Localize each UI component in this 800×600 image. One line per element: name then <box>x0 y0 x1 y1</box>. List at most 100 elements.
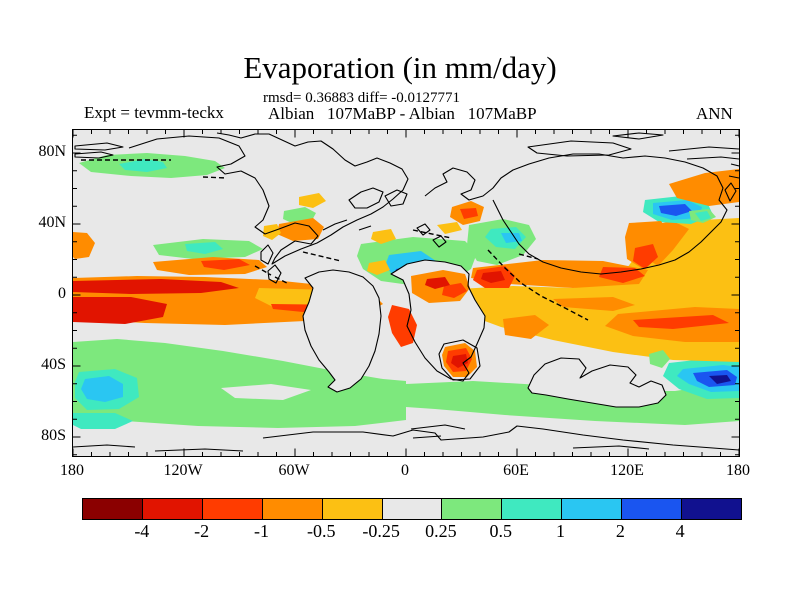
coastline <box>432 235 447 248</box>
lat-axis-label: 80S <box>41 427 66 444</box>
coastline <box>390 259 486 382</box>
anomaly-region <box>503 315 549 339</box>
coastline <box>74 151 114 159</box>
coastline <box>410 424 466 430</box>
anomaly-region <box>73 279 239 294</box>
anomaly-region <box>367 260 390 275</box>
coastline <box>358 225 372 231</box>
coastline <box>72 444 136 448</box>
coastline <box>686 156 740 160</box>
colorbar-tick-label: -4 <box>134 521 150 541</box>
coastline <box>262 425 740 451</box>
colorbar-segment <box>83 499 142 519</box>
anomaly-region <box>185 242 223 254</box>
anomaly-region <box>73 413 133 429</box>
colorbar-segment <box>561 499 622 519</box>
anomaly-region <box>277 218 324 241</box>
colorbar-segment <box>381 499 442 519</box>
zero-contour-dashed <box>202 176 228 179</box>
anomaly-region <box>442 283 467 298</box>
anomaly-region <box>371 229 396 244</box>
zero-contour-dashed <box>302 251 342 262</box>
anomaly-region <box>695 211 711 221</box>
experiment-label: Expt = tevmm-teckx <box>84 103 224 122</box>
anomaly-region <box>299 193 326 208</box>
colorbar-tick-label: 4 <box>675 521 685 541</box>
anomaly-region <box>81 376 123 402</box>
colorbar-segment <box>621 499 682 519</box>
lat-axis-label: 0 <box>58 285 66 302</box>
anomaly-region <box>709 375 731 384</box>
colorbar-segment <box>261 499 322 519</box>
coastline <box>728 175 740 179</box>
lat-axis-label: 40N <box>38 214 66 231</box>
map-panel <box>72 129 740 457</box>
lon-axis-label: 180 <box>60 462 84 479</box>
coastline <box>128 132 409 265</box>
coastline <box>384 189 408 207</box>
coastline <box>730 163 740 167</box>
anomaly-region <box>633 315 729 329</box>
lon-axis-label: 120E <box>610 462 644 479</box>
coastline <box>412 435 442 439</box>
coastline <box>724 182 737 202</box>
anomaly-region <box>201 259 250 270</box>
zero-contour-dashed <box>518 253 539 260</box>
comparison-label: Albian 107MaBP - Albian 107MaBP <box>268 104 537 123</box>
colorbar-tick-label: 0.5 <box>489 521 512 541</box>
chart-title: Evaporation (in mm/day) <box>243 50 557 85</box>
anomaly-region <box>528 358 666 407</box>
lat-axis-label: 80N <box>38 143 66 160</box>
lon-axis-label: 180 <box>726 462 750 479</box>
anomaly-region <box>437 222 462 234</box>
colorbar-segment <box>201 499 262 519</box>
anomaly-region <box>406 379 739 425</box>
colorbar <box>82 498 742 520</box>
lon-axis-label: 60E <box>503 462 529 479</box>
anomaly-region <box>649 350 670 368</box>
zero-contour-dashed <box>412 229 452 239</box>
coastline <box>260 244 274 265</box>
colorbar-segment <box>141 499 202 519</box>
coastline <box>668 146 740 152</box>
colorbar-tick-label: -1 <box>253 521 269 541</box>
colorbar-tick-label: 0.25 <box>425 521 457 541</box>
anomaly-region <box>221 384 311 400</box>
zero-contour-dashed <box>487 249 589 321</box>
lon-axis-label: 120W <box>163 462 203 479</box>
anomaly-region <box>73 339 406 428</box>
anomaly-region <box>481 271 505 283</box>
anomaly-region <box>659 204 692 216</box>
anomaly-region <box>669 169 739 206</box>
anomaly-region <box>471 260 648 288</box>
coastline <box>322 219 348 231</box>
anomaly-region <box>460 208 478 219</box>
colorbar-segment <box>501 499 562 519</box>
anomaly-region <box>73 232 95 259</box>
coastline <box>438 339 481 381</box>
lon-axis-label: 60W <box>278 462 310 479</box>
coastline <box>612 132 664 140</box>
coastline <box>424 153 728 275</box>
coastline <box>527 357 667 408</box>
anomaly-region <box>119 159 167 172</box>
colorbar-segment <box>321 499 382 519</box>
anomaly-region <box>553 297 635 311</box>
stats-line: rmsd= 0.36883 diff= -0.0127771 <box>263 90 461 106</box>
coastline <box>348 187 384 209</box>
colorbar-tick-label: -0.5 <box>307 521 336 541</box>
colorbar-tick-label: -0.25 <box>362 521 400 541</box>
coastline <box>527 140 632 157</box>
colorbar-segment <box>681 499 741 519</box>
colorbar-segment <box>441 499 502 519</box>
coastline <box>416 223 431 236</box>
colorbar-tick-label: 1 <box>556 521 566 541</box>
zero-contour-dashed <box>254 265 272 276</box>
zero-contour-dashed <box>274 276 288 284</box>
world-map-canvas <box>72 130 740 456</box>
anomaly-region <box>73 297 167 324</box>
coastline <box>74 142 124 151</box>
anomaly-region <box>633 244 658 269</box>
anomaly-region <box>599 267 645 283</box>
